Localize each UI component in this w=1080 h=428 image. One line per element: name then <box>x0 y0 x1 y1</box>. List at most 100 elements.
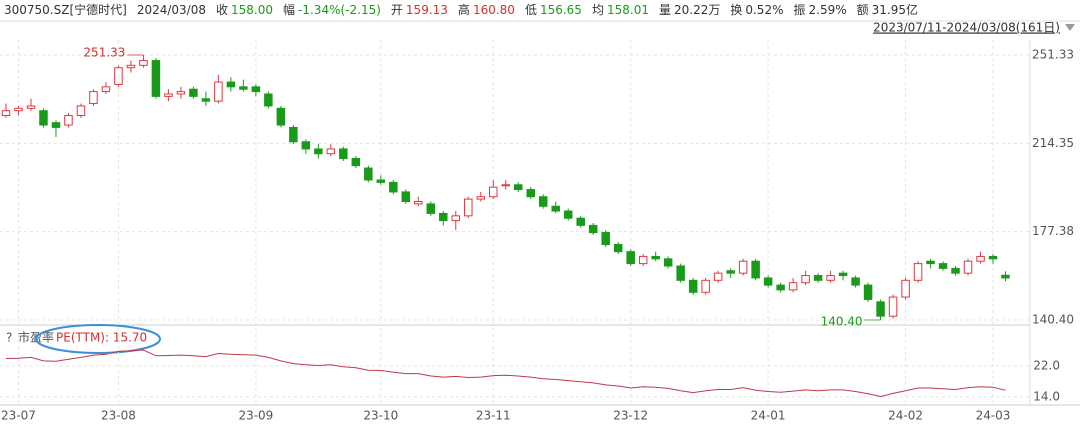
quote-label: 换 <box>730 3 743 17</box>
candle-body <box>726 270 735 274</box>
quote-label: 幅 <box>283 3 296 17</box>
candle-body <box>351 157 361 167</box>
candle-body <box>588 224 598 234</box>
candle-body <box>489 186 498 198</box>
quote-item: 振 2.59% <box>793 0 846 20</box>
candle-body <box>913 263 923 281</box>
candle-body <box>801 275 810 284</box>
candle-body <box>326 148 336 155</box>
quote-value: 2.59% <box>808 3 847 17</box>
candle-body <box>501 184 511 187</box>
quote-value: 31.95亿 <box>871 3 918 17</box>
candle-body <box>888 296 898 317</box>
candle-body <box>526 189 535 198</box>
quote-value: 156.65 <box>539 3 582 17</box>
candle-body <box>401 191 411 202</box>
candle-body <box>676 265 685 281</box>
candle-body <box>289 126 298 143</box>
candle-body <box>239 86 248 90</box>
candle-body <box>651 255 660 260</box>
quote-value: 159.13 <box>405 3 448 17</box>
quote-value: 158.01 <box>606 3 649 17</box>
quote-item: 额 31.95亿 <box>857 0 918 20</box>
y-tick-label: 140.40 <box>1032 312 1074 326</box>
candle-body <box>114 67 123 85</box>
candle-body <box>901 279 910 298</box>
candle-body <box>701 279 710 293</box>
quote-label: 均 <box>591 3 604 17</box>
quote-item: 低 156.65 <box>525 0 582 20</box>
candle-body <box>551 205 560 212</box>
candle-body <box>126 64 136 69</box>
quote-label: 开 <box>390 3 403 17</box>
quote-value: 160.80 <box>472 3 515 17</box>
candle-body <box>688 279 698 293</box>
x-tick-label: 23-09 <box>238 409 273 423</box>
candle-body <box>251 86 261 93</box>
quote-item: 开 159.13 <box>391 0 448 20</box>
candle-body <box>513 184 523 191</box>
x-tick-label: 23-11 <box>476 409 511 423</box>
candle-body <box>851 277 860 286</box>
candle-body <box>613 243 623 253</box>
quote-label: 额 <box>856 3 869 17</box>
quote-item: 收 158.00 <box>216 0 273 20</box>
candle-body <box>1001 274 1010 279</box>
candle-body <box>64 114 73 126</box>
candle-body <box>389 181 398 193</box>
quote-item: 300750.SZ[宁德时代] <box>4 0 127 20</box>
candle-body <box>451 215 461 222</box>
candle-body <box>813 275 823 281</box>
candle-body <box>51 122 61 128</box>
candle-body <box>863 284 873 300</box>
candle-body <box>776 284 785 291</box>
candle-body <box>214 81 223 102</box>
x-tick-label: 24-03 <box>976 409 1011 423</box>
y-tick-label: 251.33 <box>1032 47 1074 61</box>
candle-body <box>276 107 286 126</box>
candle-body <box>988 255 998 260</box>
candle-body <box>14 107 23 112</box>
quote-label: 高 <box>457 3 470 17</box>
candle-body <box>39 110 48 126</box>
quote-value: 158.00 <box>231 3 274 17</box>
candle-body <box>663 258 673 267</box>
candle-body <box>164 93 173 97</box>
candle-body <box>926 260 935 265</box>
pe-value-label: PE(TTM): 15.70 <box>56 331 147 345</box>
quote-item: 换 0.52% <box>730 0 783 20</box>
quote-label: 收 <box>216 3 229 17</box>
candle-body <box>89 91 98 105</box>
candle-body <box>963 260 973 274</box>
x-tick-label: 23-10 <box>363 409 398 423</box>
range-dropdown[interactable] <box>1065 24 1075 31</box>
candle-body <box>538 196 548 207</box>
candle-body <box>976 255 985 262</box>
candle-body <box>788 282 798 291</box>
candle-body <box>626 251 635 265</box>
candle-body <box>376 179 386 183</box>
candle-body <box>301 141 311 150</box>
annotation-label: 140.40 <box>821 314 863 328</box>
candle-body <box>201 98 211 102</box>
pe-line <box>5 349 1006 398</box>
quote-header: 300750.SZ[宁德时代] 2024/03/08 收 158.00 幅 -1.34%(… <box>4 0 918 20</box>
highlight-circle <box>35 324 161 354</box>
range-label[interactable]: 2023/07/11-2024/03/08(161日) <box>873 21 1060 35</box>
quote-label: 低 <box>524 3 537 17</box>
candle-body <box>938 263 948 269</box>
candle-body <box>951 267 960 274</box>
candle-body <box>26 105 36 109</box>
y-tick-label: 214.35 <box>1032 136 1074 150</box>
candle-body <box>638 255 648 265</box>
quote-item: 均 158.01 <box>592 0 649 20</box>
candle-body <box>751 260 760 279</box>
candle-body <box>414 200 423 205</box>
candle-body <box>1 110 11 116</box>
help-icon[interactable]: ? <box>6 331 12 345</box>
candle-body <box>476 196 486 200</box>
quote-item: 幅 -1.34%(-2.15) <box>283 0 381 20</box>
quote-label: 振 <box>793 3 806 17</box>
